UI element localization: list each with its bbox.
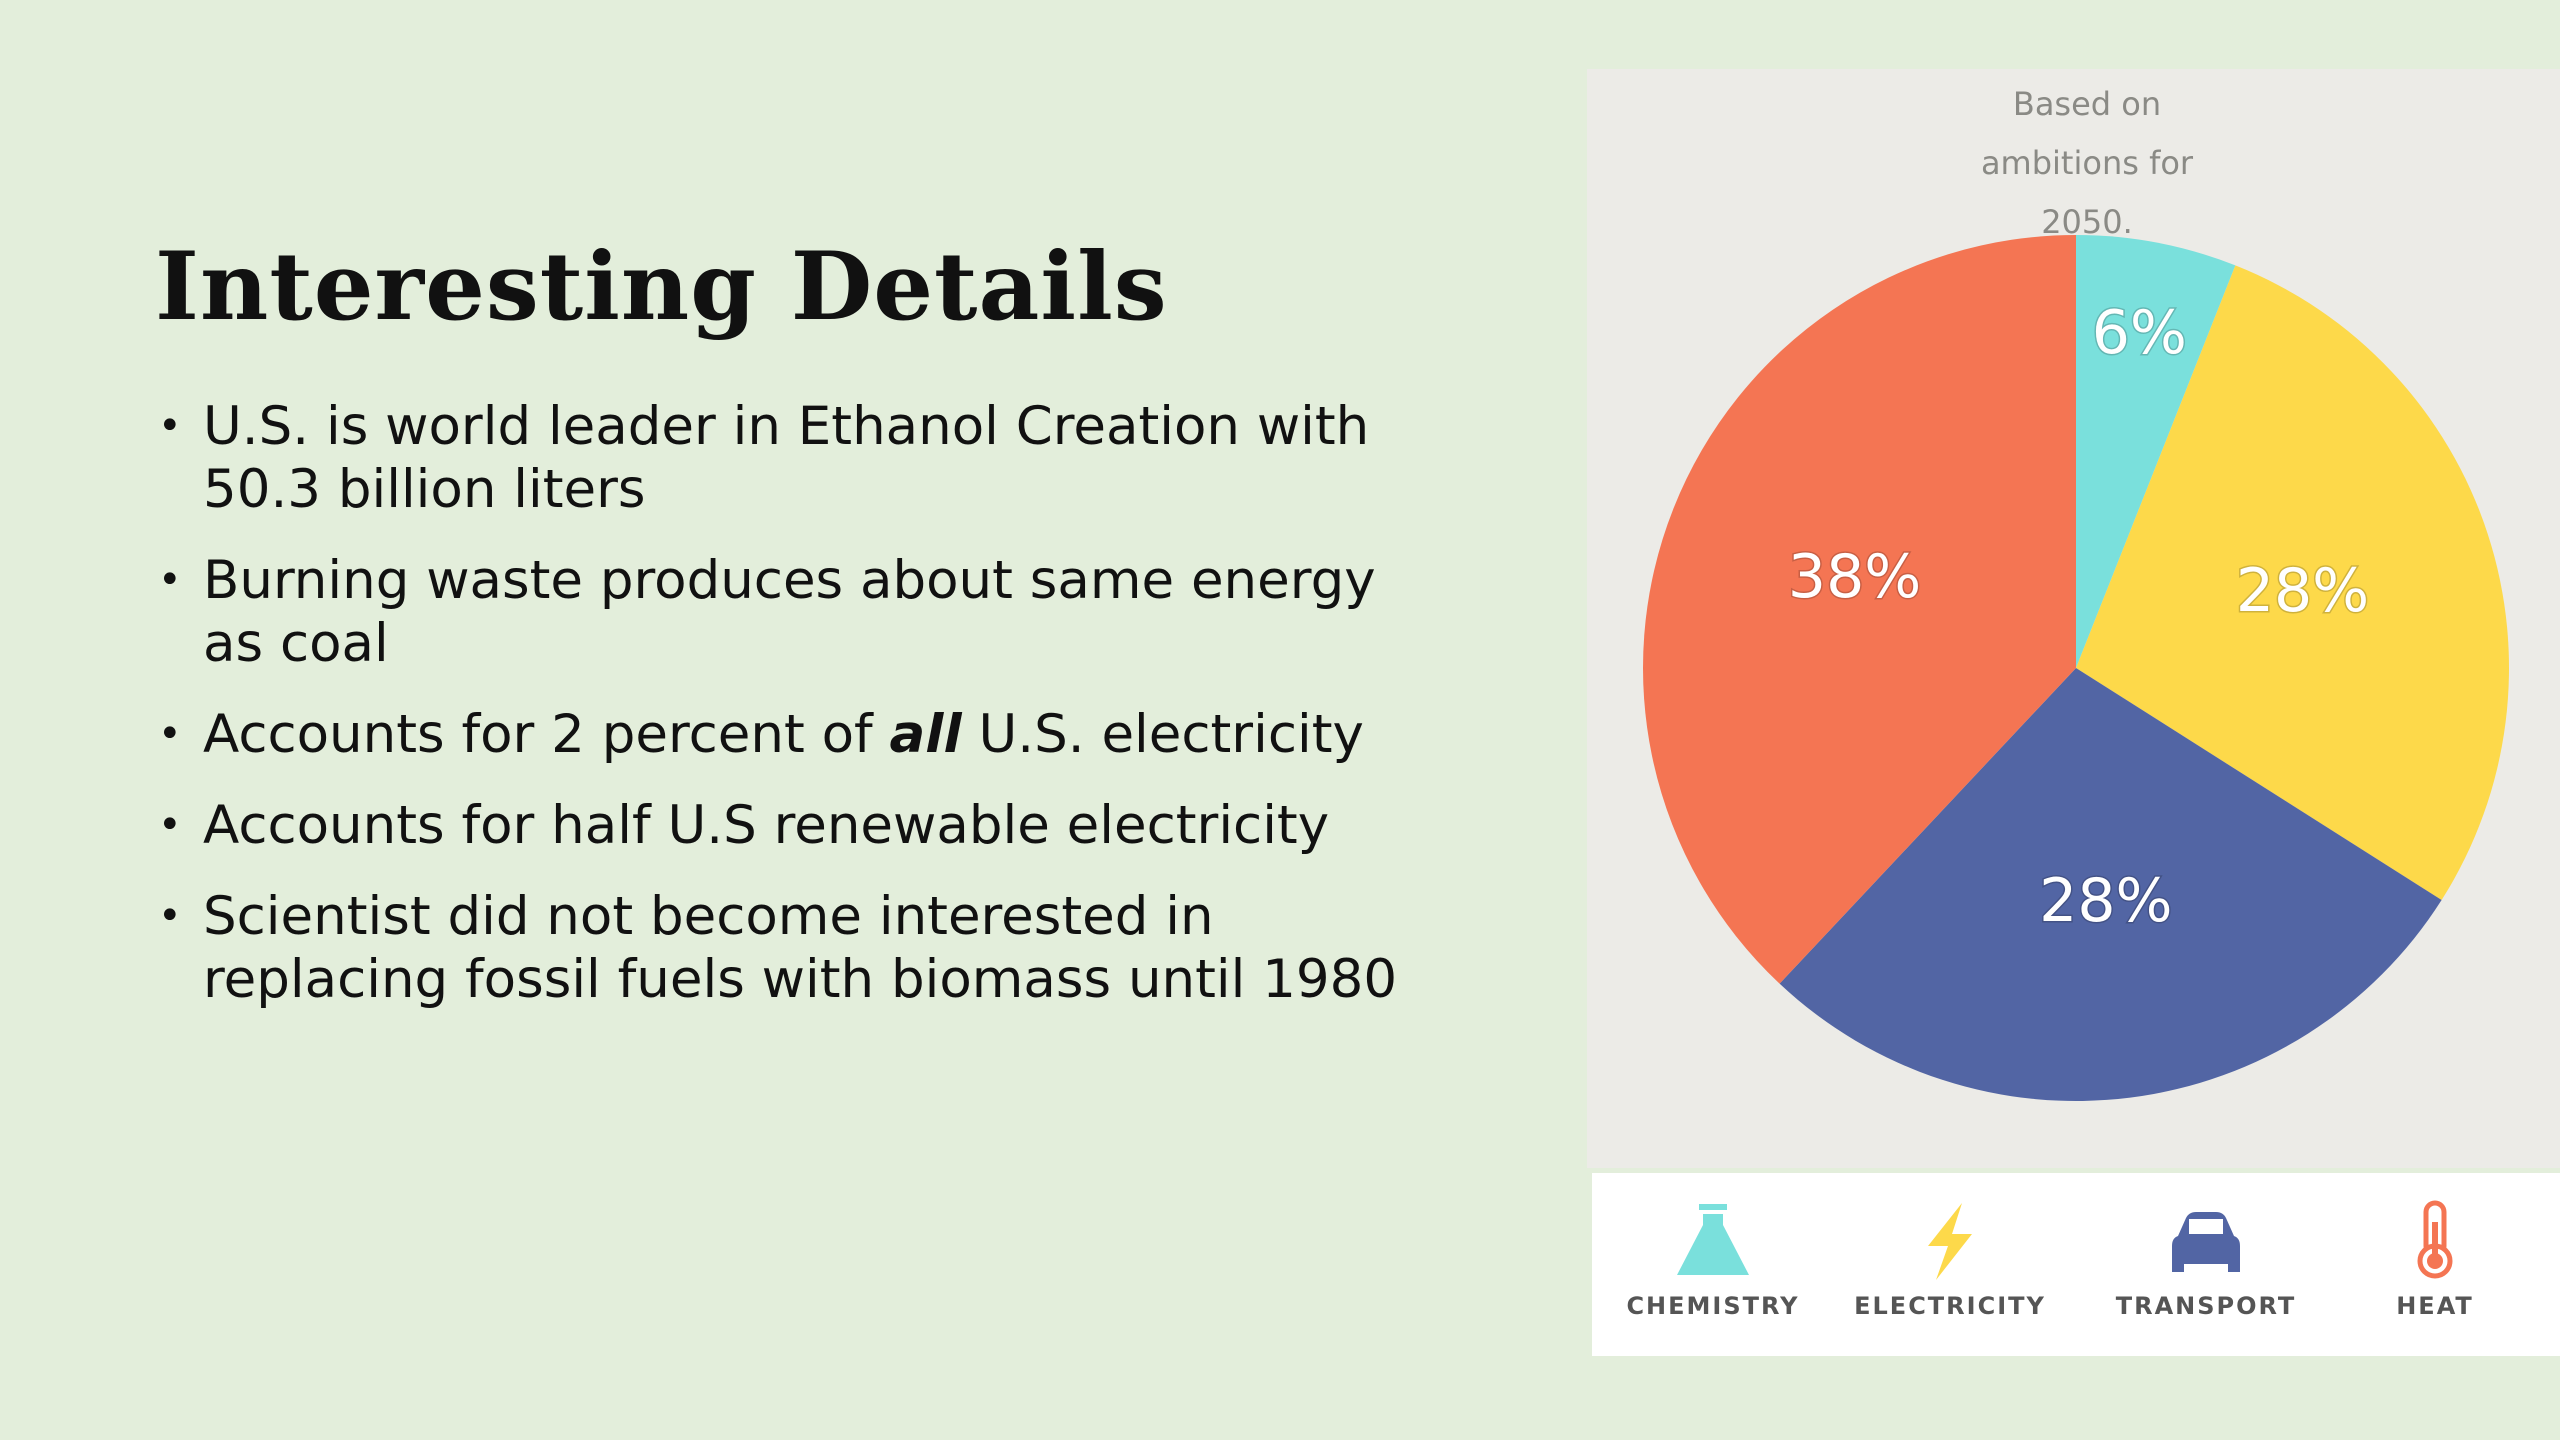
bullet: Burning waste produces about same energy… bbox=[150, 549, 1450, 675]
bullet-list: U.S. is world leader in Ethanol Creation… bbox=[150, 395, 1450, 1039]
pie-slice bbox=[2076, 235, 2236, 668]
legend-icon bbox=[2432, 1222, 2438, 1258]
chart-subtitle: Based on ambitions for 2050. bbox=[1980, 85, 2194, 241]
bullet: Accounts for half U.S renewable electric… bbox=[150, 794, 1450, 857]
bullet: Scientist did not become interested in r… bbox=[150, 885, 1450, 1011]
slice-label: 6% bbox=[2092, 298, 2187, 368]
bullet-emphasis: all bbox=[889, 704, 962, 765]
legend-label: TRANSPORT bbox=[2116, 1292, 2297, 1320]
slice-label: 28% bbox=[2236, 556, 2369, 626]
legend-label: ELECTRICITY bbox=[1854, 1292, 2046, 1320]
legend-icon bbox=[1677, 1214, 1749, 1275]
pie-slice bbox=[2076, 265, 2510, 901]
pie-slice bbox=[1642, 235, 2076, 984]
pie-slice bbox=[1779, 668, 2442, 1101]
slice-label: 38% bbox=[1788, 542, 1921, 612]
legend-label: HEAT bbox=[2396, 1292, 2474, 1320]
bullet-text: U.S. electricity bbox=[961, 704, 1364, 765]
slice-label: 28% bbox=[2039, 866, 2172, 936]
legend-icon bbox=[1928, 1203, 1972, 1280]
slide-title: Interesting Details bbox=[155, 232, 1168, 342]
bullet: U.S. is world leader in Ethanol Creation… bbox=[150, 395, 1450, 521]
legend-icon bbox=[2427, 1253, 2443, 1269]
legend-box bbox=[1592, 1173, 2560, 1356]
bullet-text: Accounts for 2 percent of bbox=[203, 704, 890, 765]
legend-icon bbox=[1699, 1204, 1727, 1210]
bullet: Accounts for 2 percent of all U.S. elect… bbox=[150, 703, 1450, 766]
legend-label: CHEMISTRY bbox=[1626, 1292, 1799, 1320]
legend-icon bbox=[2189, 1219, 2223, 1234]
